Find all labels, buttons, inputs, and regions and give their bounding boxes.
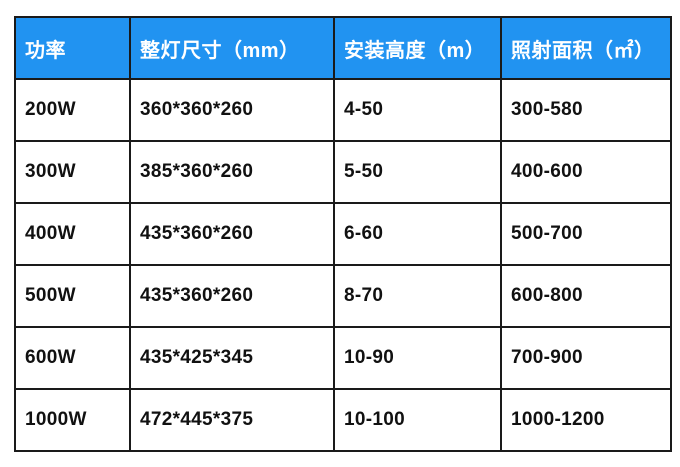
cell-coverage-area: 600-800 xyxy=(500,264,672,328)
table-row: 400W 435*360*260 6-60 500-700 xyxy=(14,202,672,266)
header-cell-lamp-size: 整灯尺寸（mm） xyxy=(129,16,335,80)
table-row: 200W 360*360*260 4-50 300-580 xyxy=(14,78,672,142)
cell-coverage-area: 300-580 xyxy=(500,78,672,142)
cell-lamp-size: 385*360*260 xyxy=(129,140,335,204)
table-row: 1000W 472*445*375 10-100 1000-1200 xyxy=(14,388,672,452)
cell-power: 400W xyxy=(14,202,131,266)
table-row: 500W 435*360*260 8-70 600-800 xyxy=(14,264,672,328)
cell-power: 1000W xyxy=(14,388,131,452)
spec-table-body: 200W 360*360*260 4-50 300-580 300W 385*3… xyxy=(14,78,672,452)
header-cell-power: 功率 xyxy=(14,16,131,80)
table-row: 600W 435*425*345 10-90 700-900 xyxy=(14,326,672,390)
header-row: 功率 整灯尺寸（mm） 安装高度（m） 照射面积（㎡） xyxy=(14,16,672,80)
cell-lamp-size: 435*360*260 xyxy=(129,264,335,328)
cell-power: 300W xyxy=(14,140,131,204)
cell-coverage-area: 700-900 xyxy=(500,326,672,390)
spec-table: 功率 整灯尺寸（mm） 安装高度（m） 照射面积（㎡） 200W 360*360… xyxy=(14,16,672,452)
header-cell-mount-height: 安装高度（m） xyxy=(333,16,502,80)
spec-table-header: 功率 整灯尺寸（mm） 安装高度（m） 照射面积（㎡） xyxy=(14,16,672,80)
cell-mount-height: 6-60 xyxy=(333,202,502,266)
cell-lamp-size: 472*445*375 xyxy=(129,388,335,452)
header-cell-coverage-area: 照射面积（㎡） xyxy=(500,16,672,80)
cell-power: 500W xyxy=(14,264,131,328)
cell-coverage-area: 400-600 xyxy=(500,140,672,204)
cell-coverage-area: 500-700 xyxy=(500,202,672,266)
table-row: 300W 385*360*260 5-50 400-600 xyxy=(14,140,672,204)
cell-power: 600W xyxy=(14,326,131,390)
cell-mount-height: 10-100 xyxy=(333,388,502,452)
cell-coverage-area: 1000-1200 xyxy=(500,388,672,452)
cell-power: 200W xyxy=(14,78,131,142)
cell-mount-height: 5-50 xyxy=(333,140,502,204)
cell-mount-height: 8-70 xyxy=(333,264,502,328)
cell-lamp-size: 435*425*345 xyxy=(129,326,335,390)
cell-lamp-size: 435*360*260 xyxy=(129,202,335,266)
cell-mount-height: 4-50 xyxy=(333,78,502,142)
cell-lamp-size: 360*360*260 xyxy=(129,78,335,142)
cell-mount-height: 10-90 xyxy=(333,326,502,390)
